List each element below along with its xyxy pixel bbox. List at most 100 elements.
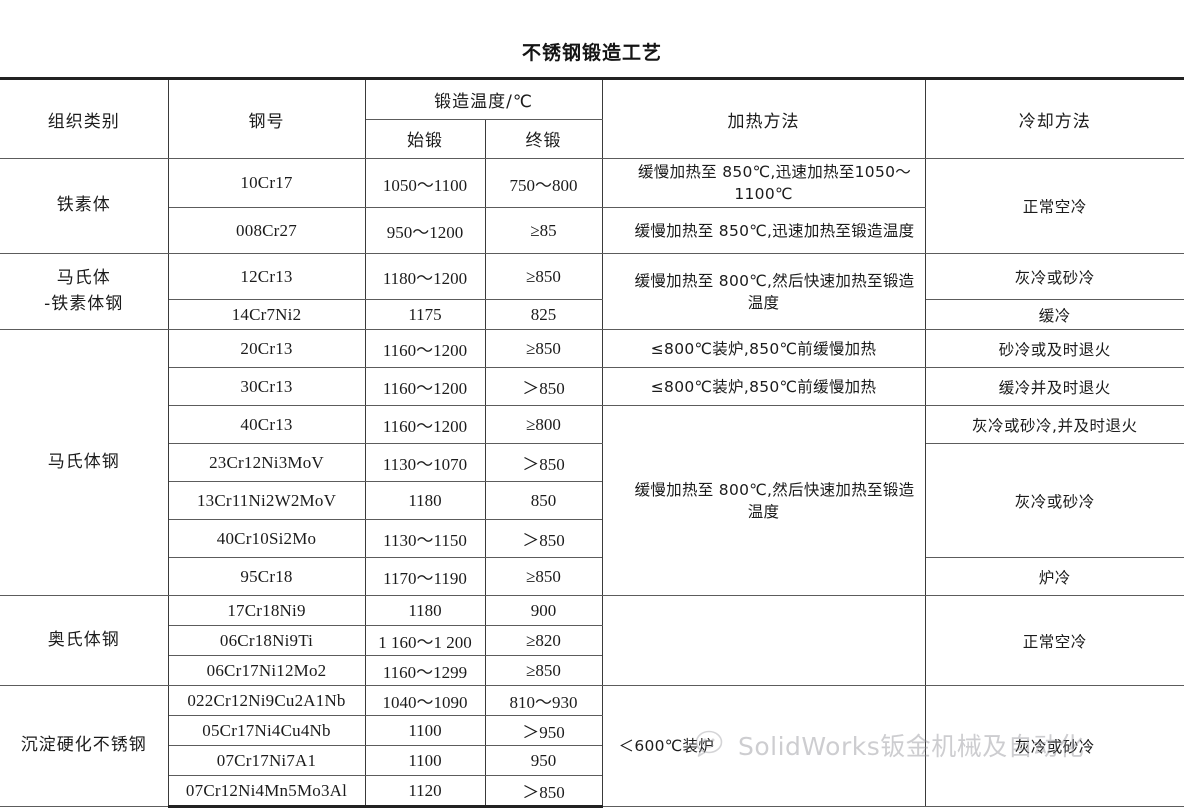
start-temp-cell: 1040～1090 <box>364 685 486 716</box>
cooling-method-cell: 砂冷或及时退火 <box>924 329 1184 368</box>
header-heating-method: 加热方法 <box>601 77 926 159</box>
cooling-method-cell: 灰冷或砂冷 <box>924 443 1184 558</box>
header-end-forging: 终锻 <box>484 118 603 159</box>
start-temp-cell: 1180～1200 <box>364 253 486 300</box>
header-cooling-method: 冷却方法 <box>924 77 1184 159</box>
end-temp-cell: ＞850 <box>484 367 603 406</box>
end-temp-cell: ≥850 <box>484 655 603 686</box>
header-forging-temperature: 锻造温度/℃ <box>364 77 603 120</box>
cooling-method-cell: 正常空冷 <box>924 595 1184 686</box>
heating-method-cell: ＜600℃装炉 <box>601 685 926 807</box>
table-row: 40Cr10Si2Mo 1130～1150 ＞850 <box>0 519 1184 558</box>
cooling-method-cell: 炉冷 <box>924 557 1184 596</box>
start-temp-cell: 1180 <box>364 595 486 626</box>
end-temp-cell: ≥85 <box>484 207 603 254</box>
stainless-steel-forging-table: 组织类别 钢号 锻造温度/℃ 加热方法 冷却方法 始锻 终锻 铁素体 10Cr1… <box>0 77 1184 808</box>
cooling-method-cell: 缓冷并及时退火 <box>924 367 1184 406</box>
end-temp-cell: ＞850 <box>484 775 603 808</box>
table-row: 008Cr27 950～1200 ≥85 缓慢加热至 850℃,迅速加热至锻造温… <box>0 207 1184 254</box>
end-temp-cell: ≥800 <box>484 405 603 444</box>
end-temp-cell: 900 <box>484 595 603 626</box>
heating-method-cell: 缓慢加热至 850℃,迅速加热至1050～1100℃ <box>601 158 926 208</box>
heating-method-cell: ≤800℃装炉,850℃前缓慢加热 <box>601 329 926 368</box>
table-header-row-2: 始锻 终锻 <box>0 118 1184 159</box>
grade-cell: 20Cr13 <box>167 329 366 368</box>
category-ferrite: 铁素体 <box>0 158 169 254</box>
start-temp-cell: 1 160～1 200 <box>364 625 486 656</box>
grade-cell: 06Cr17Ni12Mo2 <box>168 655 366 686</box>
end-temp-cell: ＞850 <box>484 519 603 558</box>
end-temp-cell: ≥850 <box>484 253 603 300</box>
start-temp-cell: 1160～1200 <box>364 329 486 368</box>
table-row: 07Cr12Ni4Mn5Mo3Al 1120 ＞850 <box>0 775 1184 808</box>
end-temp-cell: ≥850 <box>484 557 603 596</box>
grade-cell: 40Cr10Si2Mo <box>168 519 366 558</box>
end-temp-cell: ≥850 <box>484 329 603 368</box>
category-precipitation-hardening: 沉淀硬化不锈钢 <box>0 685 169 807</box>
heating-method-cell <box>601 595 926 686</box>
cooling-method-cell: 灰冷或砂冷,并及时退火 <box>924 405 1184 444</box>
end-temp-cell: 950 <box>484 745 603 776</box>
cooling-method-cell: 缓冷 <box>924 299 1184 330</box>
category-martensite: 马氏体钢 <box>0 329 169 596</box>
heating-method-cell: 缓慢加热至 850℃,迅速加热至锻造温度 <box>601 207 926 254</box>
header-category: 组织类别 <box>0 77 169 159</box>
grade-cell: 95Cr18 <box>168 557 366 596</box>
table-row: 30Cr13 1160～1200 ＞850 ≤800℃装炉,850℃前缓慢加热 … <box>0 367 1184 406</box>
category-line-2: -铁素体钢 <box>44 293 124 314</box>
grade-cell: 022Cr12Ni9Cu2A1Nb <box>167 685 366 716</box>
table-row: 23Cr12Ni3MoV 1130～1070 ＞850 灰冷或砂冷 <box>0 443 1184 558</box>
table-row: 40Cr13 1160～1200 ≥800 缓慢加热至 800℃,然后快速加热至… <box>0 405 1184 596</box>
cooling-method-cell: 灰冷或砂冷 <box>924 685 1184 807</box>
header-start-forging: 始锻 <box>365 118 486 159</box>
cooling-method-cell: 灰冷或砂冷 <box>924 253 1184 300</box>
end-temp-cell: 750～800 <box>484 158 603 208</box>
grade-cell: 008Cr27 <box>168 207 366 254</box>
table-row: 14Cr7Ni2 1175 825 缓冷 <box>0 299 1184 330</box>
table-row: 铁素体 10Cr17 1050～1100 750～800 缓慢加热至 850℃,… <box>0 158 1184 254</box>
table-row: 沉淀硬化不锈钢 022Cr12Ni9Cu2A1Nb 1040～1090 810～… <box>0 685 1184 807</box>
page-title: 不锈钢锻造工艺 <box>521 42 662 64</box>
grade-cell: 17Cr18Ni9 <box>167 595 366 626</box>
end-temp-cell: ＞850 <box>484 443 603 482</box>
grade-cell: 06Cr18Ni9Ti <box>168 625 366 656</box>
start-temp-cell: 1160～1200 <box>364 367 486 406</box>
heating-method-cell: 缓慢加热至 800℃,然后快速加热至锻造温度 <box>601 253 926 330</box>
start-temp-cell: 1160～1299 <box>364 655 486 686</box>
grade-cell: 13Cr11Ni2W2MoV <box>168 481 366 520</box>
table-row: 马氏体 -铁素体钢 12Cr13 1180～1200 ≥850 缓慢加热至 80… <box>0 253 1184 330</box>
start-temp-cell: 1180 <box>364 481 486 520</box>
table-header-row-1: 组织类别 钢号 锻造温度/℃ 加热方法 冷却方法 <box>0 77 1184 159</box>
category-line-1: 马氏体 <box>56 268 111 288</box>
category-martensite-ferrite: 马氏体 -铁素体钢 <box>0 253 169 330</box>
grade-cell: 40Cr13 <box>168 405 366 444</box>
table-row: 07Cr17Ni7A1 1100 950 <box>0 745 1184 776</box>
heating-method-cell: 缓慢加热至 800℃,然后快速加热至锻造温度 <box>601 405 926 596</box>
start-temp-cell: 1100 <box>364 715 486 746</box>
grade-cell: 30Cr13 <box>168 367 366 406</box>
end-temp-cell: 850 <box>484 481 603 520</box>
grade-cell: 23Cr12Ni3MoV <box>168 443 366 482</box>
end-temp-cell: 825 <box>484 299 603 330</box>
cooling-method-cell: 正常空冷 <box>924 158 1184 254</box>
end-temp-cell: ＞950 <box>484 715 603 746</box>
category-austenite: 奥氏体钢 <box>0 595 169 686</box>
start-temp-cell: 1170～1190 <box>364 557 486 596</box>
header-grade: 钢号 <box>167 77 366 159</box>
end-temp-cell: 810～930 <box>484 685 603 716</box>
start-temp-cell: 1175 <box>364 299 486 330</box>
grade-cell: 10Cr17 <box>167 158 366 208</box>
grade-cell: 07Cr17Ni7A1 <box>168 745 366 776</box>
start-temp-cell: 1050～1100 <box>364 158 486 208</box>
start-temp-cell: 950～1200 <box>364 207 486 254</box>
heating-method-cell: ≤800℃装炉,850℃前缓慢加热 <box>601 367 926 406</box>
table-row: 奥氏体钢 17Cr18Ni9 1180 900 正常空冷 <box>0 595 1184 686</box>
grade-cell: 07Cr12Ni4Mn5Mo3Al <box>168 775 366 808</box>
table-row: 95Cr18 1170～1190 ≥850 炉冷 <box>0 557 1184 596</box>
end-temp-cell: ≥820 <box>484 625 603 656</box>
table-row: 05Cr17Ni4Cu4Nb 1100 ＞950 <box>0 715 1184 746</box>
start-temp-cell: 1130～1150 <box>364 519 486 558</box>
grade-cell: 12Cr13 <box>167 253 366 300</box>
start-temp-cell: 1120 <box>364 775 486 808</box>
